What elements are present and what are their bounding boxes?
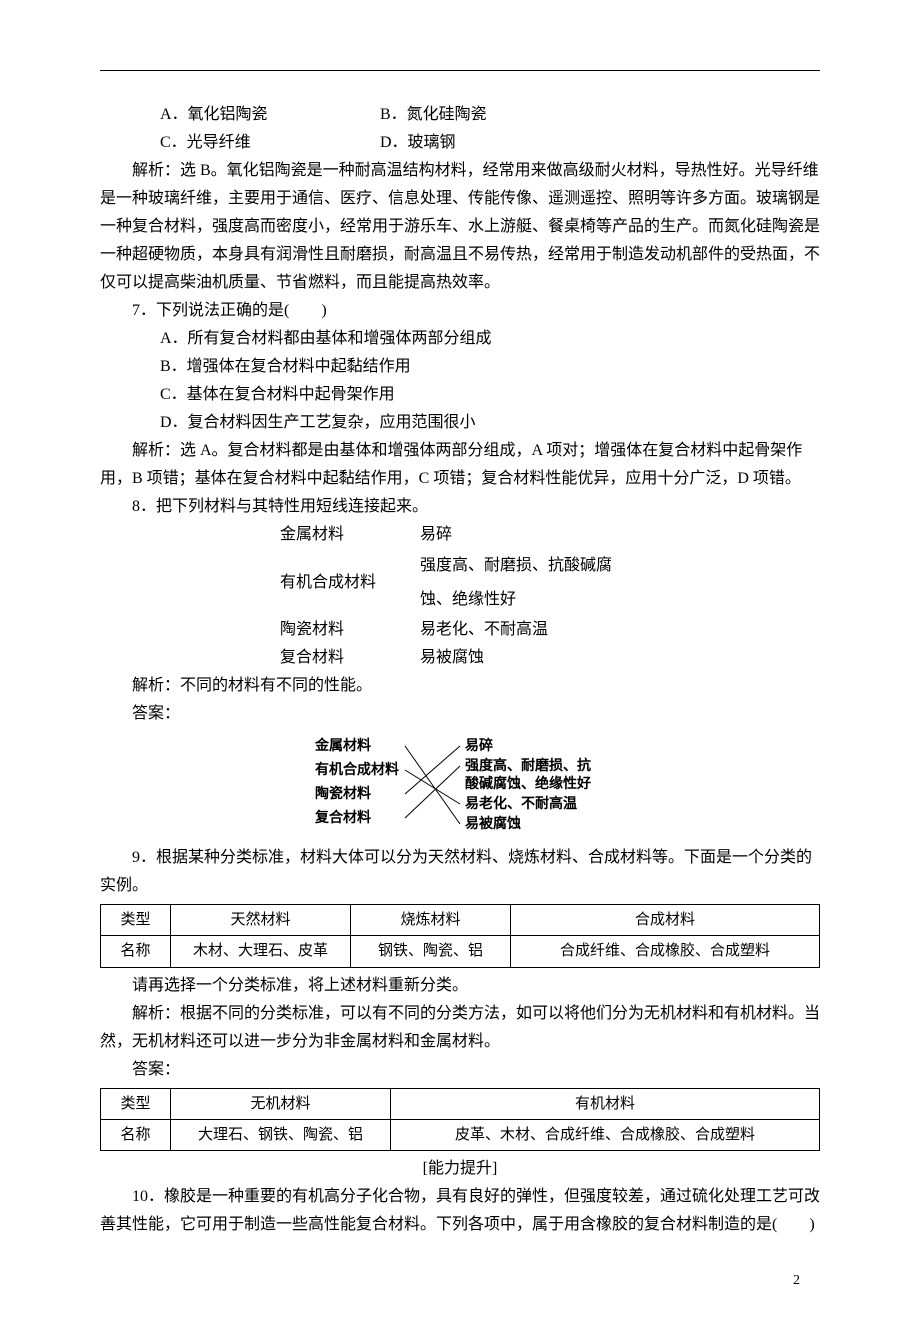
q8-right-1: 易碎 xyxy=(420,521,640,549)
q8-stem: 8．把下列材料与其特性用短线连接起来。 xyxy=(100,493,820,521)
t1-h1: 类型 xyxy=(101,905,171,936)
svg-text:金属材料: 金属材料 xyxy=(314,737,371,754)
q8-left-2: 有机合成材料 xyxy=(280,566,420,600)
q7-explanation: 解析：选 A。复合材料都是由基体和增强体两部分组成，A 项对；增强体在复合材料中… xyxy=(100,437,820,493)
q8-match-row-1: 金属材料 易碎 xyxy=(100,521,820,549)
q6-options-row-2: C．光导纤维 D．玻璃钢 xyxy=(100,129,820,157)
section-heading: [能力提升] xyxy=(100,1155,820,1183)
q8-answer-label: 答案： xyxy=(100,700,820,728)
t1-h4: 合成材料 xyxy=(511,905,820,936)
q7-option-a: A．所有复合材料都由基体和增强体两部分组成 xyxy=(100,325,820,353)
horizontal-rule xyxy=(100,70,820,71)
t2-h1: 类型 xyxy=(101,1088,171,1119)
q9-explanation: 解析：根据不同的分类标准，可以有不同的分类方法，如可以将他们分为无机材料和有机材… xyxy=(100,1000,820,1056)
q8-left-4: 复合材料 xyxy=(280,644,420,672)
page-number: 2 xyxy=(100,1269,820,1294)
t2-r3: 皮革、木材、合成纤维、合成橡胶、合成塑料 xyxy=(391,1119,820,1150)
q7-stem: 7．下列说法正确的是( ) xyxy=(100,297,820,325)
t1-h2: 天然材料 xyxy=(171,905,351,936)
q6-option-c: C．光导纤维 xyxy=(100,129,380,157)
q7-option-d: D．复合材料因生产工艺复杂，应用范围很小 xyxy=(100,409,820,437)
q8-answer-diagram: 金属材料有机合成材料陶瓷材料复合材料 易碎强度高、耐磨损、抗酸碱腐蚀、绝缘性好易老… xyxy=(100,736,820,836)
t1-r4: 合成纤维、合成橡胶、合成塑料 xyxy=(511,936,820,967)
q8-explanation: 解析：不同的材料有不同的性能。 xyxy=(100,672,820,700)
q8-left-3: 陶瓷材料 xyxy=(280,616,420,644)
table-row: 名称 木材、大理石、皮革 钢铁、陶瓷、铝 合成纤维、合成橡胶、合成塑料 xyxy=(101,936,820,967)
svg-text:易被腐蚀: 易被腐蚀 xyxy=(465,815,521,832)
q8-right-3: 易老化、不耐高温 xyxy=(420,616,640,644)
svg-text:陶瓷材料: 陶瓷材料 xyxy=(315,785,371,802)
q6-options-row-1: A．氧化铝陶瓷 B．氮化硅陶瓷 xyxy=(100,101,820,129)
t1-r3: 钢铁、陶瓷、铝 xyxy=(351,936,511,967)
q8-right-2: 强度高、耐磨损、抗酸碱腐蚀、绝缘性好 xyxy=(420,549,640,616)
svg-text:酸碱腐蚀、绝缘性好: 酸碱腐蚀、绝缘性好 xyxy=(465,775,591,792)
t1-h3: 烧炼材料 xyxy=(351,905,511,936)
q9-table-1: 类型 天然材料 烧炼材料 合成材料 名称 木材、大理石、皮革 钢铁、陶瓷、铝 合… xyxy=(100,904,820,968)
q8-match-row-2: 有机合成材料 强度高、耐磨损、抗酸碱腐蚀、绝缘性好 xyxy=(100,549,820,616)
q10-stem: 10．橡胶是一种重要的有机高分子化合物，具有良好的弹性，但强度较差，通过硫化处理… xyxy=(100,1183,820,1239)
t1-r2: 木材、大理石、皮革 xyxy=(171,936,351,967)
t2-r1: 名称 xyxy=(101,1119,171,1150)
t2-h3: 有机材料 xyxy=(391,1088,820,1119)
t1-r1: 名称 xyxy=(101,936,171,967)
t2-r2: 大理石、钢铁、陶瓷、铝 xyxy=(171,1119,391,1150)
q8-match-row-4: 复合材料 易被腐蚀 xyxy=(100,644,820,672)
q9-prompt: 请再选择一个分类标准，将上述材料重新分类。 xyxy=(100,972,820,1000)
q9-answer-label: 答案： xyxy=(100,1056,820,1084)
q6-explanation: 解析：选 B。氧化铝陶瓷是一种耐高温结构材料，经常用来做高级耐火材料，导热性好。… xyxy=(100,157,820,297)
q8-right-4: 易被腐蚀 xyxy=(420,644,640,672)
svg-text:易碎: 易碎 xyxy=(465,737,493,754)
q8-match-row-3: 陶瓷材料 易老化、不耐高温 xyxy=(100,616,820,644)
t2-h2: 无机材料 xyxy=(171,1088,391,1119)
q9-stem: 9．根据某种分类标准，材料大体可以分为天然材料、烧炼材料、合成材料等。下面是一个… xyxy=(100,844,820,900)
svg-text:有机合成材料: 有机合成材料 xyxy=(315,761,399,778)
q6-option-a: A．氧化铝陶瓷 xyxy=(100,101,380,129)
svg-text:易老化、不耐高温: 易老化、不耐高温 xyxy=(465,795,577,812)
q8-left-1: 金属材料 xyxy=(280,521,420,549)
q7-option-b: B．增强体在复合材料中起黏结作用 xyxy=(100,353,820,381)
table-row: 名称 大理石、钢铁、陶瓷、铝 皮革、木材、合成纤维、合成橡胶、合成塑料 xyxy=(101,1119,820,1150)
q6-option-d: D．玻璃钢 xyxy=(380,129,820,157)
q7-option-c: C．基体在复合材料中起骨架作用 xyxy=(100,381,820,409)
match-diagram-svg: 金属材料有机合成材料陶瓷材料复合材料 易碎强度高、耐磨损、抗酸碱腐蚀、绝缘性好易老… xyxy=(310,736,610,836)
svg-text:复合材料: 复合材料 xyxy=(314,809,371,826)
q6-option-b: B．氮化硅陶瓷 xyxy=(380,101,820,129)
svg-text:强度高、耐磨损、抗: 强度高、耐磨损、抗 xyxy=(465,757,591,774)
q9-table-2: 类型 无机材料 有机材料 名称 大理石、钢铁、陶瓷、铝 皮革、木材、合成纤维、合… xyxy=(100,1088,820,1152)
table-row: 类型 无机材料 有机材料 xyxy=(101,1088,820,1119)
table-row: 类型 天然材料 烧炼材料 合成材料 xyxy=(101,905,820,936)
